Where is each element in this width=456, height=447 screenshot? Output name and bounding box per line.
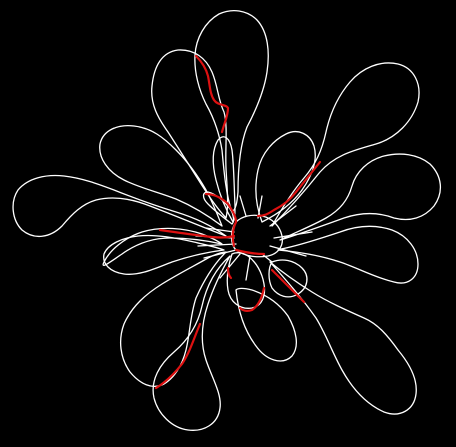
- leaf-left-upper: [99, 124, 223, 227]
- leaf-upper-right-inner: [255, 131, 316, 223]
- highlight-bottom-inner: [238, 286, 266, 312]
- leaf-left-mid: [103, 234, 225, 275]
- highlight-center-lower: [226, 266, 233, 280]
- highlight-top-leaf: [194, 54, 230, 134]
- highlight-lower-left: [154, 322, 202, 390]
- leaf-core-left: [202, 191, 235, 225]
- leaf-bottom-center: [235, 287, 298, 362]
- leaf-top: [194, 9, 269, 213]
- highlight-core-left: [204, 192, 238, 224]
- leaf-bottom-left: [152, 255, 231, 431]
- leaf-outlines: [12, 9, 441, 431]
- leaf-lower-left: [119, 251, 227, 387]
- highlight-segments: [154, 54, 322, 390]
- highlight-center: [231, 220, 266, 256]
- highlight-center-left: [158, 228, 236, 239]
- leaf-far-left: [12, 174, 227, 237]
- highlight-upper-right: [256, 160, 322, 218]
- highlight-right-stem: [270, 268, 306, 304]
- leaf-inner-top: [212, 136, 236, 223]
- leaf-bottom-right: [269, 261, 417, 415]
- leaf-right-lower: [277, 225, 419, 284]
- leaf-right: [279, 153, 441, 241]
